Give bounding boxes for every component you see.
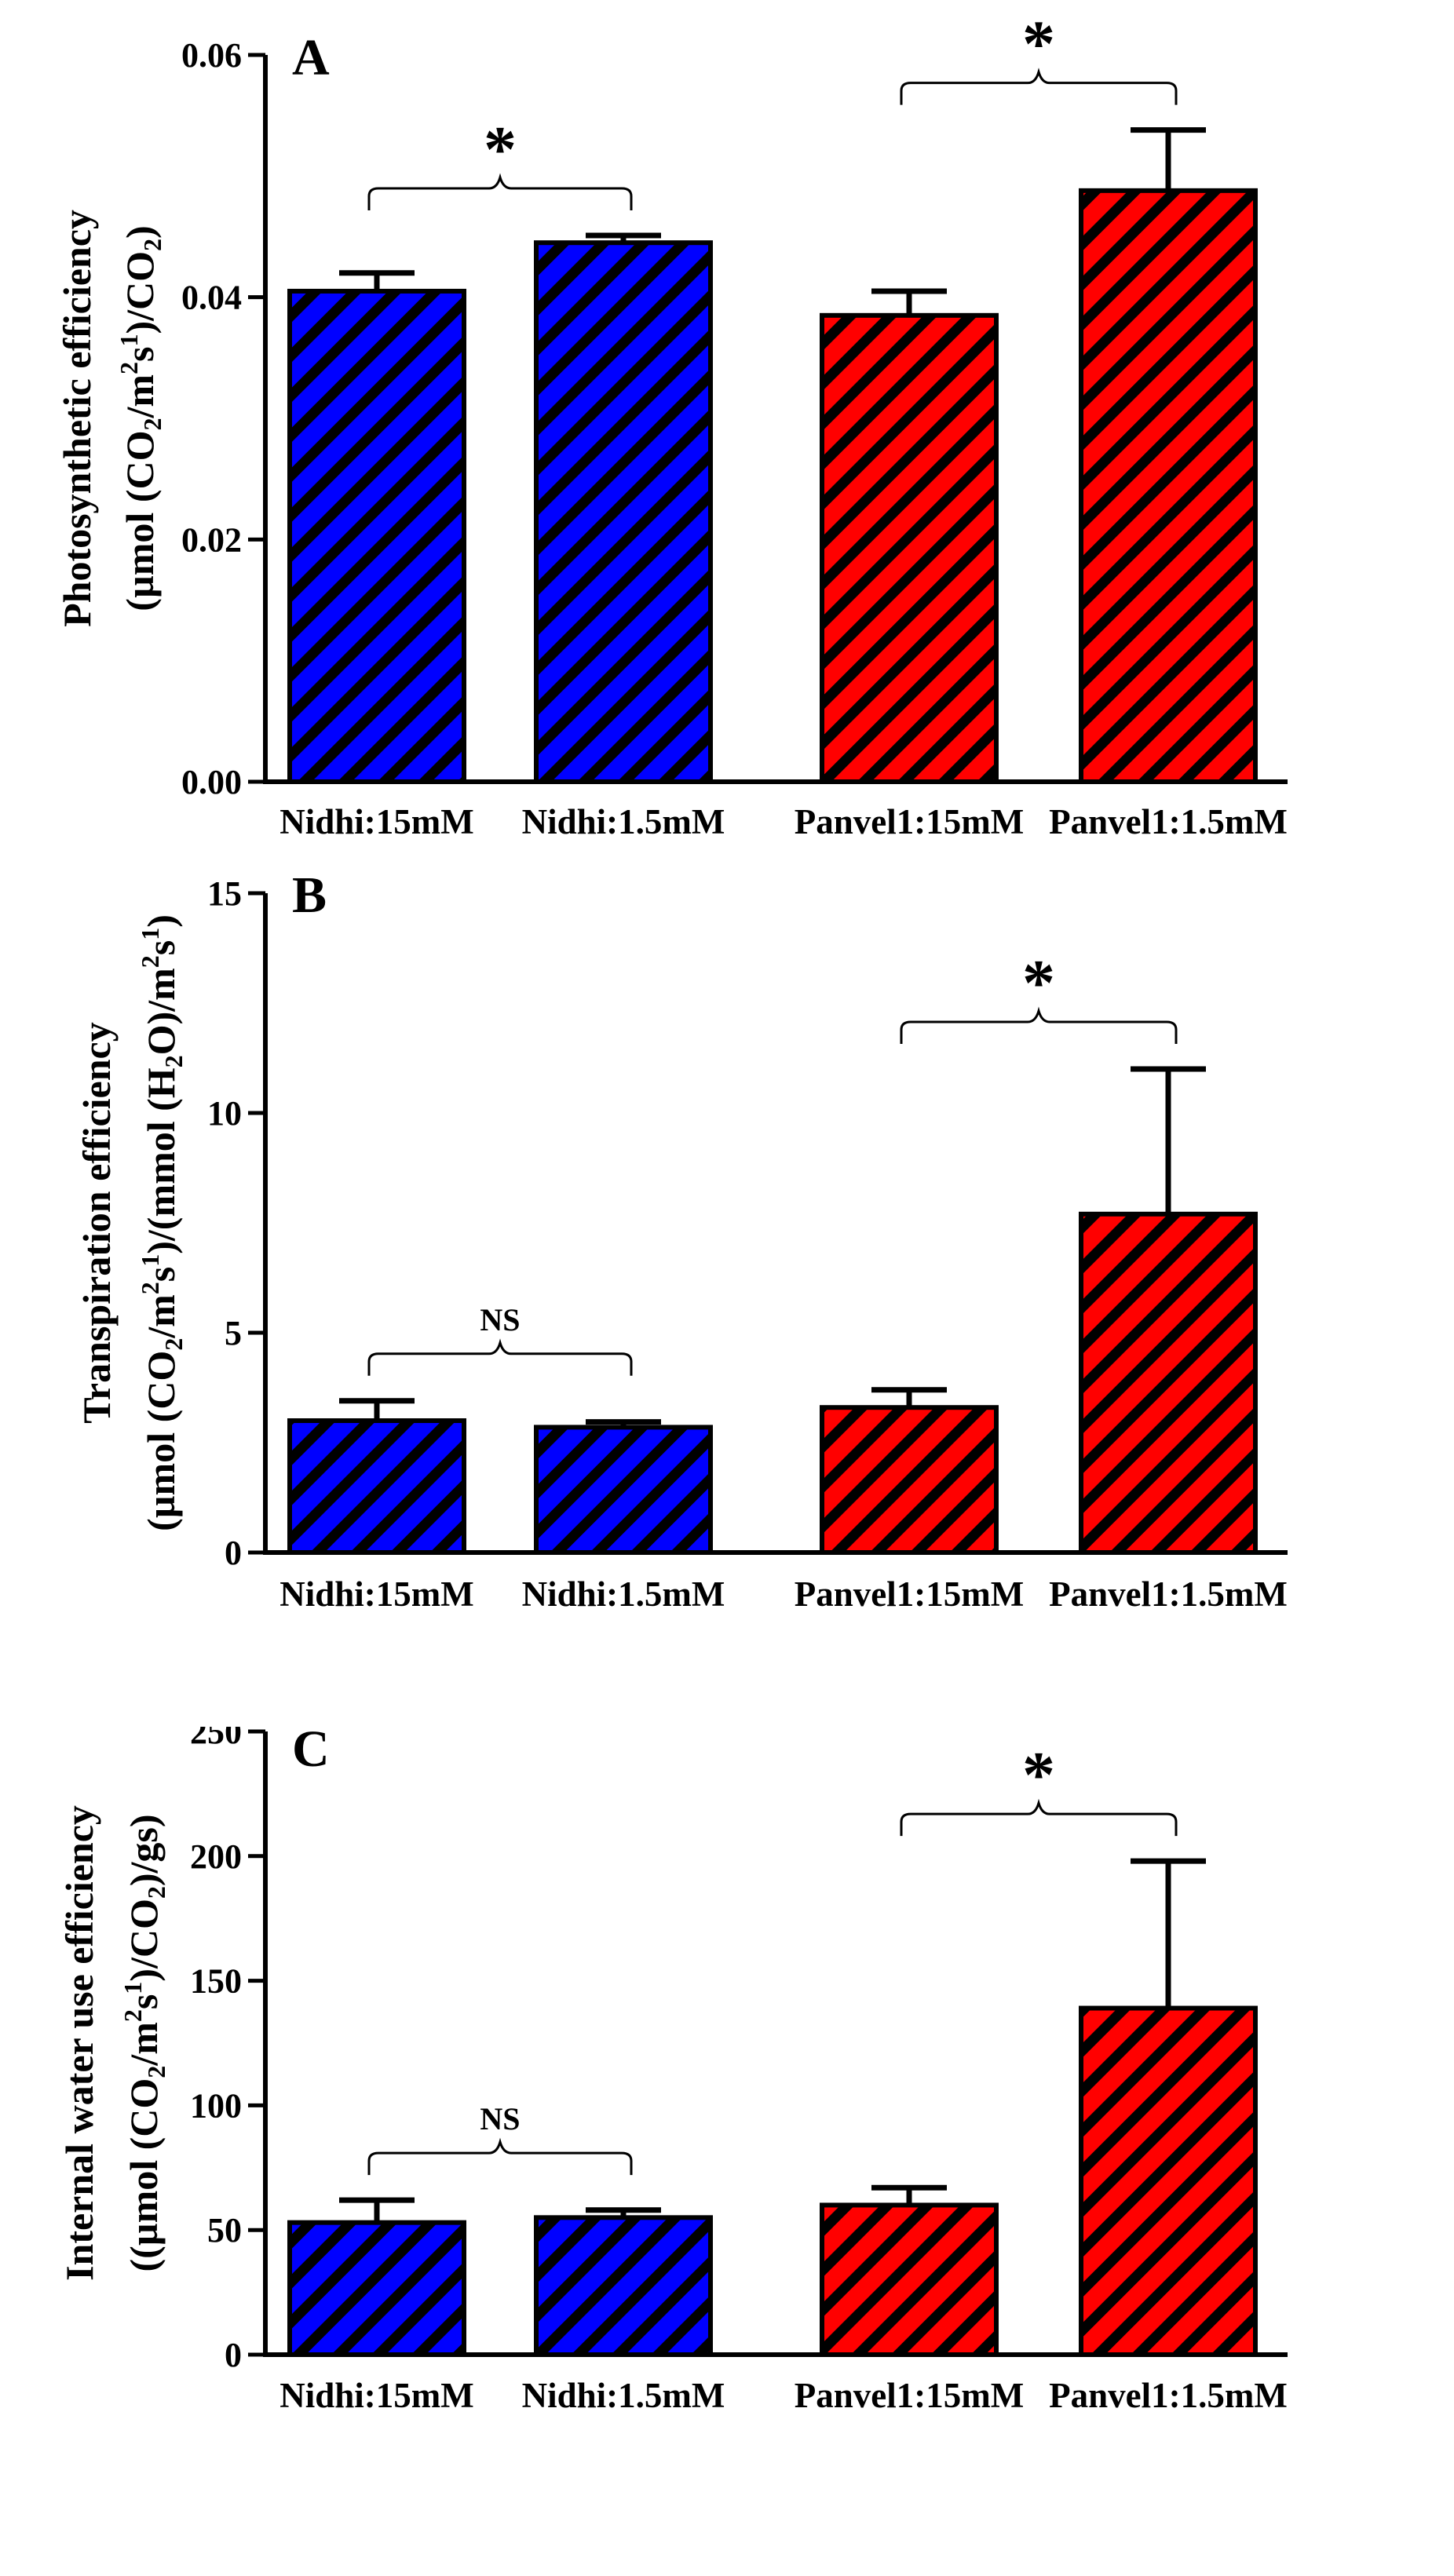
bar-panvel1-1-5mm (1079, 1211, 1258, 1555)
bar-panvel1-15mm (820, 1405, 999, 1556)
x-category-label: Nidhi:15mM (279, 802, 474, 841)
significance-ns: NS (480, 2101, 520, 2136)
bar-nidhi-1-5mm (534, 1425, 713, 1556)
chart-panel-c: 0 50 100 150 200 250 C Internal water use effic… (0, 1727, 1454, 2576)
x-category-label: Nidhi:1.5mM (522, 2376, 725, 2415)
y-tick-label: 0.04 (181, 279, 242, 317)
panel-letter: C (292, 1727, 330, 1778)
y-axis-unit-part: ((µmol (CO (122, 2078, 166, 2272)
y-axis-unit-part: (µmol (CO (139, 1351, 183, 1531)
x-category-label: Nidhi:1.5mM (522, 802, 725, 841)
chart-panel-b: 0 5 10 15 B Transpiration efficiency (µmol (CO… (0, 863, 1454, 1727)
y-axis-unit-part: 2 (142, 1886, 170, 1899)
y-axis-unit-part: (µmol (CO (118, 431, 162, 611)
chart-a-svg: 0.00 0.02 0.04 0.06 A Photosynthetic efficien… (55, 8, 1288, 841)
significance-star: * (1022, 8, 1055, 81)
y-axis-unit-part: s (122, 1994, 166, 2009)
y-tick-label: 0 (225, 2336, 242, 2374)
y-axis-unit-part: 2 (136, 955, 164, 968)
y-axis-unit-part: )/gs) (122, 1814, 166, 1886)
y-axis-unit-part: ) (118, 225, 162, 239)
y-axis-unit-part: O)/m (139, 968, 183, 1055)
significance-star: * (484, 113, 517, 186)
y-tick-label: 0.02 (181, 520, 242, 559)
y-axis-unit-label: (µmol (CO2/m2s1)/CO2) (115, 225, 166, 611)
x-category-label: Nidhi:15mM (279, 2376, 474, 2415)
chart-c-svg: 0 50 100 150 200 250 C Internal water use effic… (57, 1727, 1288, 2415)
chart-b-svg: 0 5 10 15 B Transpiration efficiency (µmol (CO… (75, 867, 1288, 1614)
y-axis-unit-part: 2 (115, 362, 143, 374)
y-tick-label: 150 (190, 1962, 242, 2001)
x-category-label: Panvel1:15mM (795, 802, 1024, 841)
y-tick-label: 200 (190, 1837, 242, 1876)
y-axis-unit-part: s (118, 347, 162, 362)
significance-bracket (900, 68, 1178, 105)
y-axis-unit-part: /m (122, 2022, 166, 2067)
y-axis-unit-part: 2 (136, 1282, 164, 1294)
y-tick-label: 5 (225, 1314, 242, 1352)
y-axis-unit-part: s (139, 940, 183, 955)
y-axis-unit-part: 1 (136, 928, 164, 940)
significance-bracket (367, 1338, 633, 1376)
x-category-label: Nidhi:1.5mM (522, 1574, 725, 1614)
y-axis-unit-part: 1 (119, 1982, 147, 1994)
y-axis-unit-part: 2 (159, 1055, 188, 1067)
y-tick-label: 100 (190, 2086, 242, 2125)
y-tick-label: 0 (225, 1534, 242, 1572)
y-axis-unit-label: ((µmol (CO2/m2s1)/CO2)/gs) (119, 1814, 170, 2271)
y-axis-unit-part: /m (139, 1294, 183, 1339)
bar-panvel1-15mm (820, 2202, 999, 2357)
chart-panel-a: 0.00 0.02 0.04 0.06 A Photosynthetic efficien… (0, 0, 1454, 863)
y-axis-unit-part: 1 (115, 334, 143, 347)
bar-panvel1-15mm (820, 312, 999, 785)
x-category-label: Panvel1:1.5mM (1049, 2376, 1288, 2415)
y-axis-unit-part: 2 (142, 2066, 170, 2078)
significance-star: * (1022, 1739, 1055, 1812)
y-axis-unit-part: 1 (136, 1254, 164, 1267)
significance-bracket (367, 2137, 633, 2176)
bar-nidhi-15mm (287, 1418, 466, 1555)
y-tick-label: 10 (207, 1094, 242, 1133)
significance-ns: NS (480, 1302, 520, 1337)
bar-nidhi-15mm (287, 288, 466, 784)
significance-star: * (1022, 947, 1055, 1020)
y-axis-unit-part: ) (139, 914, 183, 928)
y-axis-label: Internal water use efficiency (57, 1805, 101, 2281)
y-tick-label: 50 (207, 2211, 242, 2249)
y-axis-unit-part: )/(mmol (H (139, 1067, 183, 1254)
x-category-label: Panvel1:1.5mM (1049, 802, 1288, 841)
significance-bracket (900, 1798, 1178, 1837)
y-axis-unit-part: 2 (138, 418, 166, 431)
panel-letter: B (292, 867, 327, 924)
bar-panvel1-1-5mm (1079, 188, 1258, 784)
bar-nidhi-1-5mm (534, 2215, 713, 2357)
x-category-label: Panvel1:1.5mM (1049, 1574, 1288, 1614)
y-axis-unit-part: 2 (138, 239, 166, 251)
bar-nidhi-1-5mm (534, 240, 713, 784)
y-axis-unit-part: s (139, 1267, 183, 1282)
x-category-label: Panvel1:15mM (795, 1574, 1024, 1614)
x-category-label: Panvel1:15mM (795, 2376, 1024, 2415)
y-axis-unit-part: 2 (159, 1338, 188, 1351)
x-category-label: Nidhi:15mM (279, 1574, 474, 1614)
y-axis-unit-part: 2 (119, 2009, 147, 2022)
y-axis-unit-part: )/CO (118, 251, 162, 334)
panel-letter: A (292, 29, 330, 86)
y-axis-label: Photosynthetic efficiency (55, 210, 99, 627)
y-axis-label: Transpiration efficiency (75, 1022, 119, 1424)
y-tick-label: 0.00 (181, 763, 242, 801)
significance-bracket (900, 1006, 1178, 1044)
y-tick-label: 0.06 (181, 36, 242, 75)
y-axis-unit-part: )/CO (122, 1899, 166, 1982)
y-tick-label: 250 (190, 1727, 242, 1751)
y-tick-label: 15 (207, 874, 242, 913)
significance-bracket (367, 173, 633, 210)
y-axis-unit-label: (µmol (CO2/m2s1)/(mmol (H2O)/m2s1) (136, 914, 188, 1531)
bar-nidhi-15mm (287, 2220, 466, 2357)
y-axis-unit-part: /m (118, 374, 162, 419)
bar-panvel1-1-5mm (1079, 2005, 1258, 2357)
